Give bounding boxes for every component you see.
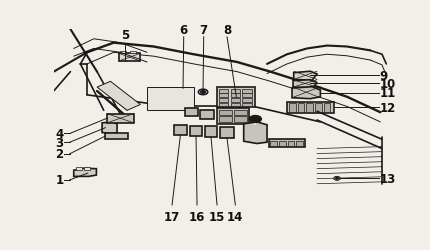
Bar: [174, 125, 187, 136]
Bar: [231, 90, 240, 93]
Text: 9: 9: [380, 69, 388, 82]
Bar: [217, 109, 249, 124]
Bar: [105, 134, 128, 139]
Text: 5: 5: [121, 28, 129, 42]
Circle shape: [112, 127, 115, 128]
Text: 13: 13: [380, 172, 396, 185]
Bar: [190, 126, 203, 137]
Bar: [243, 94, 252, 98]
Circle shape: [108, 127, 111, 128]
Circle shape: [108, 131, 111, 132]
Bar: [306, 104, 313, 112]
Bar: [234, 117, 247, 123]
Bar: [219, 103, 228, 107]
Bar: [120, 51, 126, 54]
Bar: [287, 102, 334, 114]
Bar: [185, 108, 198, 116]
Circle shape: [181, 90, 185, 93]
Bar: [296, 141, 303, 146]
Bar: [231, 99, 240, 102]
Bar: [324, 104, 330, 112]
Bar: [219, 90, 228, 93]
Bar: [279, 141, 286, 146]
Bar: [84, 168, 90, 170]
Text: 11: 11: [380, 87, 396, 100]
Bar: [219, 94, 228, 98]
Bar: [219, 117, 232, 123]
Bar: [107, 114, 134, 123]
Bar: [298, 104, 304, 112]
Text: 14: 14: [227, 210, 243, 223]
Bar: [243, 103, 252, 107]
Polygon shape: [102, 122, 117, 134]
Bar: [231, 94, 240, 98]
Text: 12: 12: [380, 102, 396, 114]
Polygon shape: [74, 168, 96, 177]
Circle shape: [103, 127, 106, 128]
Text: 10: 10: [380, 78, 396, 90]
Polygon shape: [294, 72, 317, 81]
Bar: [289, 104, 296, 112]
Bar: [219, 99, 228, 102]
Circle shape: [249, 116, 261, 123]
Circle shape: [201, 91, 206, 94]
Bar: [200, 110, 215, 120]
Bar: [270, 141, 277, 146]
Text: 7: 7: [200, 24, 208, 37]
Bar: [269, 140, 305, 147]
Text: 16: 16: [189, 210, 205, 223]
Bar: [231, 103, 240, 107]
Bar: [220, 127, 234, 139]
Bar: [147, 88, 194, 111]
Circle shape: [336, 178, 338, 180]
Text: 4: 4: [55, 128, 64, 140]
Text: 8: 8: [223, 24, 231, 37]
Bar: [234, 110, 247, 116]
Polygon shape: [97, 82, 140, 111]
Text: 3: 3: [55, 136, 64, 149]
Text: 1: 1: [55, 174, 64, 186]
Polygon shape: [244, 122, 267, 144]
Bar: [243, 99, 252, 102]
Bar: [243, 90, 252, 93]
Bar: [217, 88, 255, 108]
Bar: [205, 126, 218, 138]
Polygon shape: [293, 80, 317, 88]
Text: 15: 15: [209, 210, 225, 223]
Bar: [130, 51, 136, 54]
Bar: [288, 141, 295, 146]
Circle shape: [103, 131, 106, 132]
Text: 2: 2: [55, 148, 64, 161]
Bar: [219, 110, 232, 116]
Text: 6: 6: [180, 24, 188, 37]
Text: 17: 17: [164, 210, 180, 223]
Bar: [77, 168, 83, 170]
Circle shape: [112, 131, 115, 132]
Bar: [315, 104, 322, 112]
Bar: [119, 54, 140, 62]
Polygon shape: [292, 87, 320, 99]
